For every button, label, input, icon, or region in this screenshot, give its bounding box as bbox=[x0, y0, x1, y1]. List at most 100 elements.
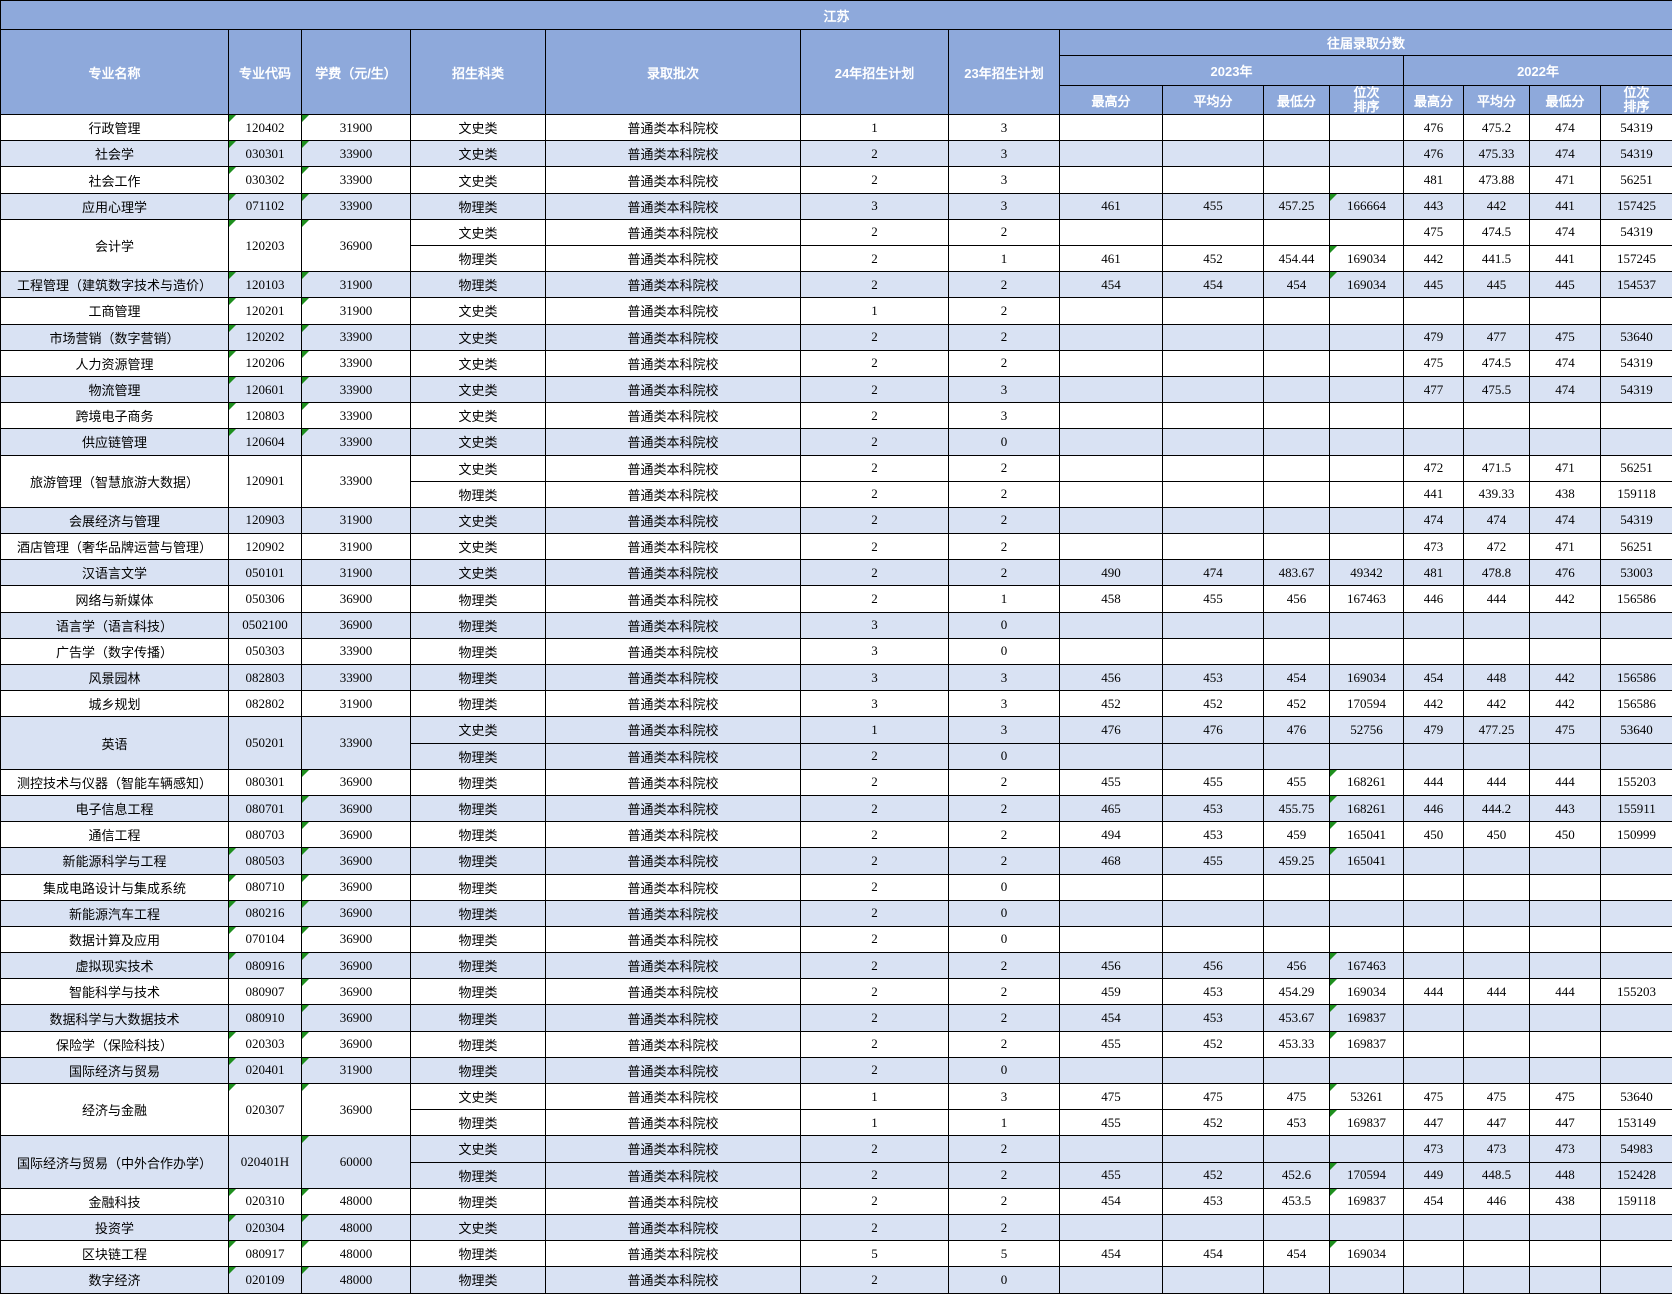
plan-2023-cell: 0 bbox=[948, 428, 1060, 456]
major-code-cell: 080917 bbox=[228, 1240, 302, 1268]
score-2022-min-cell bbox=[1529, 297, 1601, 325]
plan-2024-cell: 2 bbox=[800, 952, 949, 980]
fee-cell: 36900 bbox=[301, 821, 411, 849]
score-2023-rank-cell bbox=[1329, 349, 1404, 377]
plan-2023-cell: 2 bbox=[948, 349, 1060, 377]
major-code-cell: 120803 bbox=[228, 402, 302, 430]
admission-batch-cell: 普通类本科院校 bbox=[545, 1082, 801, 1111]
table-row: 城乡规划 082802 31900 物理类 普通类本科院校 3 3 452 452 452 1705… bbox=[0, 690, 1672, 718]
subject-category-cell: 物理类 bbox=[410, 663, 546, 692]
score-2022-avg-cell: 448 bbox=[1463, 663, 1530, 692]
score-2022-max-cell bbox=[1403, 1056, 1464, 1085]
score-2023-avg-cell bbox=[1162, 1266, 1264, 1294]
score-2022-min-cell bbox=[1529, 637, 1601, 666]
score-2022-avg-cell bbox=[1463, 1030, 1530, 1058]
plan-2024-cell: 2 bbox=[800, 1161, 949, 1189]
major-code-cell: 120903 bbox=[228, 506, 302, 535]
fee-cell: 33900 bbox=[301, 716, 411, 770]
score-2022-avg-cell: 444.2 bbox=[1463, 794, 1530, 823]
major-code-cell: 120201 bbox=[228, 297, 302, 325]
fee-cell: 33900 bbox=[301, 140, 411, 168]
score-2023-min-cell: 455 bbox=[1263, 768, 1330, 796]
score-2022-rank-cell bbox=[1599, 873, 1672, 901]
plan-2023-cell: 1 bbox=[948, 585, 1060, 613]
score-2022-min-cell: 475 bbox=[1529, 1082, 1601, 1111]
score-2023-rank-cell bbox=[1329, 899, 1404, 927]
fee-cell: 31900 bbox=[301, 690, 411, 718]
score-2022-min-cell: 475 bbox=[1529, 323, 1601, 351]
score-2023-max-cell: 465 bbox=[1059, 794, 1163, 823]
score-2022-rank-cell bbox=[1599, 637, 1672, 666]
score-2023-rank-cell bbox=[1329, 506, 1404, 535]
score-2022-rank-cell: 53003 bbox=[1599, 559, 1672, 587]
score-2022-rank-cell: 53640 bbox=[1599, 1082, 1672, 1111]
score-2023-avg-cell bbox=[1162, 480, 1264, 508]
score-2023-avg-cell: 453 bbox=[1162, 1187, 1264, 1215]
major-name-cell: 旅游管理（智慧旅游大数据） bbox=[0, 454, 229, 508]
table-row: 国际经济与贸易 020401 31900 物理类 普通类本科院校 2 0 bbox=[0, 1056, 1672, 1085]
score-2023-min-cell: 475 bbox=[1263, 1082, 1330, 1111]
score-2023-max-cell bbox=[1059, 375, 1163, 404]
major-name-cell: 城乡规划 bbox=[0, 690, 229, 718]
score-2023-rank-cell bbox=[1329, 402, 1404, 430]
major-code-cell: 080916 bbox=[228, 952, 302, 980]
plan-2023-cell: 2 bbox=[948, 323, 1060, 351]
table-row: 保险学（保险科技） 020303 36900 物理类 普通类本科院校 2 2 455 452 45… bbox=[0, 1030, 1672, 1058]
major-name-cell: 数字经济 bbox=[0, 1266, 229, 1294]
score-2023-max-cell: 454 bbox=[1059, 1187, 1163, 1215]
score-2022-max-cell bbox=[1403, 1240, 1464, 1268]
score-2023-avg-cell bbox=[1162, 1056, 1264, 1085]
score-2022-avg-cell: 442 bbox=[1463, 690, 1530, 718]
major-name-cell: 广告学（数字传播） bbox=[0, 637, 229, 666]
fee-cell: 48000 bbox=[301, 1213, 411, 1242]
fee-cell: 33900 bbox=[301, 454, 411, 508]
score-2022-max-cell: 475 bbox=[1403, 1082, 1464, 1111]
major-code-cell: 050201 bbox=[228, 716, 302, 770]
score-2023-min-cell bbox=[1263, 533, 1330, 561]
score-2023-min-cell bbox=[1263, 349, 1330, 377]
score-2022-rank-cell bbox=[1599, 402, 1672, 430]
score-2022-min-cell: 473 bbox=[1529, 1135, 1601, 1163]
score-2023-rank-cell bbox=[1329, 323, 1404, 351]
admission-batch-cell: 普通类本科院校 bbox=[545, 349, 801, 377]
score-2022-max-cell bbox=[1403, 1213, 1464, 1242]
col-header-avg-2022: 平均分 bbox=[1463, 84, 1530, 116]
score-2023-rank-cell: 169034 bbox=[1329, 271, 1404, 299]
admission-batch-cell: 普通类本科院校 bbox=[545, 114, 801, 142]
table-row: 物流管理 120601 33900 文史类 普通类本科院校 2 3 477 475.5 474 54… bbox=[0, 375, 1672, 404]
admission-batch-cell: 普通类本科院校 bbox=[545, 690, 801, 718]
score-2022-rank-cell: 53640 bbox=[1599, 716, 1672, 744]
score-2022-avg-cell: 474.5 bbox=[1463, 218, 1530, 247]
major-name-cell: 网络与新媒体 bbox=[0, 585, 229, 613]
fee-cell: 31900 bbox=[301, 271, 411, 299]
score-2023-min-cell: 459 bbox=[1263, 821, 1330, 849]
table-row: 新能源汽车工程 080216 36900 物理类 普通类本科院校 2 0 bbox=[0, 899, 1672, 927]
plan-2024-cell: 2 bbox=[800, 402, 949, 430]
admission-batch-cell: 普通类本科院校 bbox=[545, 1030, 801, 1058]
subject-category-cell: 物理类 bbox=[410, 742, 546, 770]
score-2022-max-cell bbox=[1403, 1004, 1464, 1032]
table-row: 电子信息工程 080701 36900 物理类 普通类本科院校 2 2 465 453 455.7… bbox=[0, 794, 1672, 823]
score-2022-max-cell: 450 bbox=[1403, 821, 1464, 849]
plan-2024-cell: 2 bbox=[800, 533, 949, 561]
admission-batch-cell: 普通类本科院校 bbox=[545, 1109, 801, 1137]
score-2023-min-cell bbox=[1263, 637, 1330, 666]
score-2023-rank-cell: 167463 bbox=[1329, 952, 1404, 980]
admission-batch-cell: 普通类本科院校 bbox=[545, 218, 801, 247]
score-2023-max-cell: 454 bbox=[1059, 271, 1163, 299]
score-2022-rank-cell: 159118 bbox=[1599, 480, 1672, 508]
score-2023-rank-cell bbox=[1329, 166, 1404, 194]
score-2023-avg-cell bbox=[1162, 428, 1264, 456]
score-2023-avg-cell bbox=[1162, 742, 1264, 770]
score-2022-max-cell bbox=[1403, 925, 1464, 954]
score-2023-min-cell bbox=[1263, 297, 1330, 325]
score-2022-avg-cell: 477.25 bbox=[1463, 716, 1530, 744]
table-row: 国际经济与贸易（中外合作办学） 020401H 60000 文史类 普通类本科院校 2 2 4… bbox=[0, 1135, 1672, 1189]
major-code-cell: 120901 bbox=[228, 454, 302, 508]
table-row: 汉语言文学 050101 31900 文史类 普通类本科院校 2 2 490 474 483.67… bbox=[0, 559, 1672, 587]
plan-2023-cell: 3 bbox=[948, 402, 1060, 430]
major-name-cell: 国际经济与贸易（中外合作办学） bbox=[0, 1135, 229, 1189]
table-row: 物理类 普通类本科院校 1 1 455 452 453 169837 447 447 447 1531… bbox=[1, 1109, 1672, 1137]
score-2023-avg-cell: 475 bbox=[1162, 1082, 1264, 1111]
plan-2023-cell: 3 bbox=[948, 166, 1060, 194]
